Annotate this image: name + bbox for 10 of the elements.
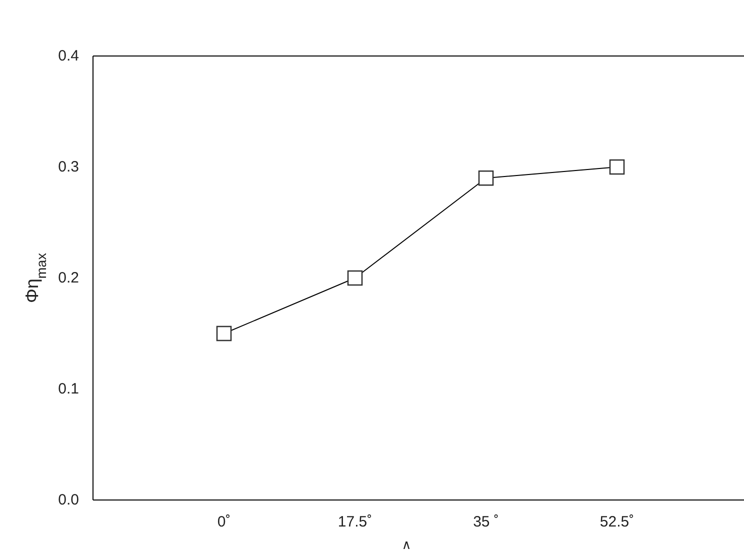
x-tick-label: 52.5˚ (600, 514, 634, 530)
y-tick-label: 0.0 (58, 492, 79, 508)
y-tick-label: 0.2 (58, 270, 79, 286)
x-tick-label: 35 ˚ (473, 514, 499, 530)
x-axis-title: ∧ (402, 537, 412, 552)
x-tick-label: 17.5˚ (338, 514, 372, 530)
x-tick-label: 0˚ (217, 514, 231, 530)
y-tick-label: 0.1 (58, 380, 79, 398)
y-tick-label: 0.3 (58, 158, 79, 176)
y-tick-label: 0.4 (58, 48, 79, 64)
